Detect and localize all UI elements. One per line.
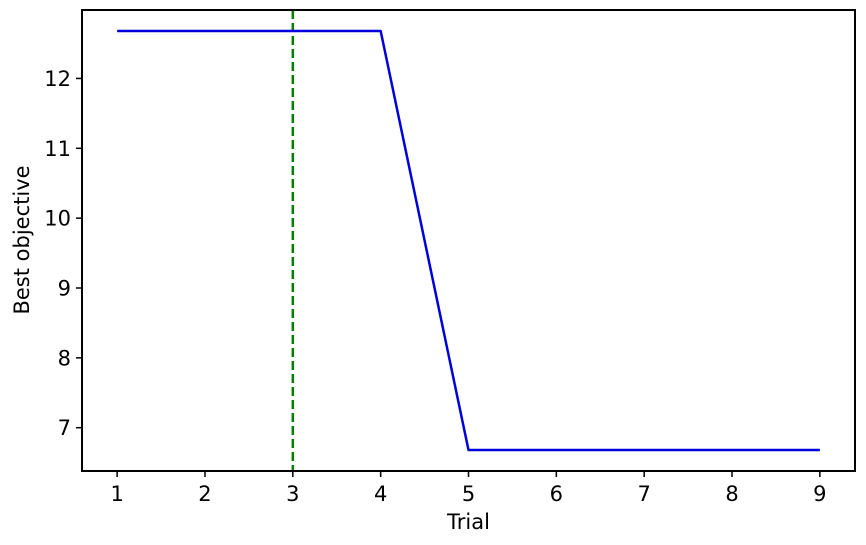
y-axis: 7 8 9 10 11 12 [44, 67, 82, 440]
y-tick-label: 9 [58, 276, 71, 300]
x-tick-label: 4 [374, 482, 387, 506]
x-tick-label: 7 [637, 482, 650, 506]
series-line-best_objective [117, 29, 820, 452]
y-axis-label: Best objective [10, 165, 34, 314]
y-tick-label: 10 [44, 207, 71, 231]
plot-area [117, 10, 820, 471]
y-tick-label: 12 [44, 67, 71, 91]
axes-frame [81, 9, 856, 472]
x-axis: 1 2 3 4 5 6 7 8 9 [110, 471, 827, 506]
x-axis-label: Trial [446, 510, 490, 534]
x-tick-label: 3 [286, 482, 299, 506]
x-tick-label: 2 [198, 482, 211, 506]
x-tick-label: 8 [725, 482, 738, 506]
y-tick-label: 7 [58, 416, 71, 440]
x-tick-label: 9 [813, 482, 826, 506]
x-tick-label: 1 [110, 482, 123, 506]
y-tick-label: 11 [44, 137, 71, 161]
y-tick-label: 8 [58, 346, 71, 370]
x-tick-label: 5 [462, 482, 475, 506]
x-tick-label: 6 [550, 482, 563, 506]
